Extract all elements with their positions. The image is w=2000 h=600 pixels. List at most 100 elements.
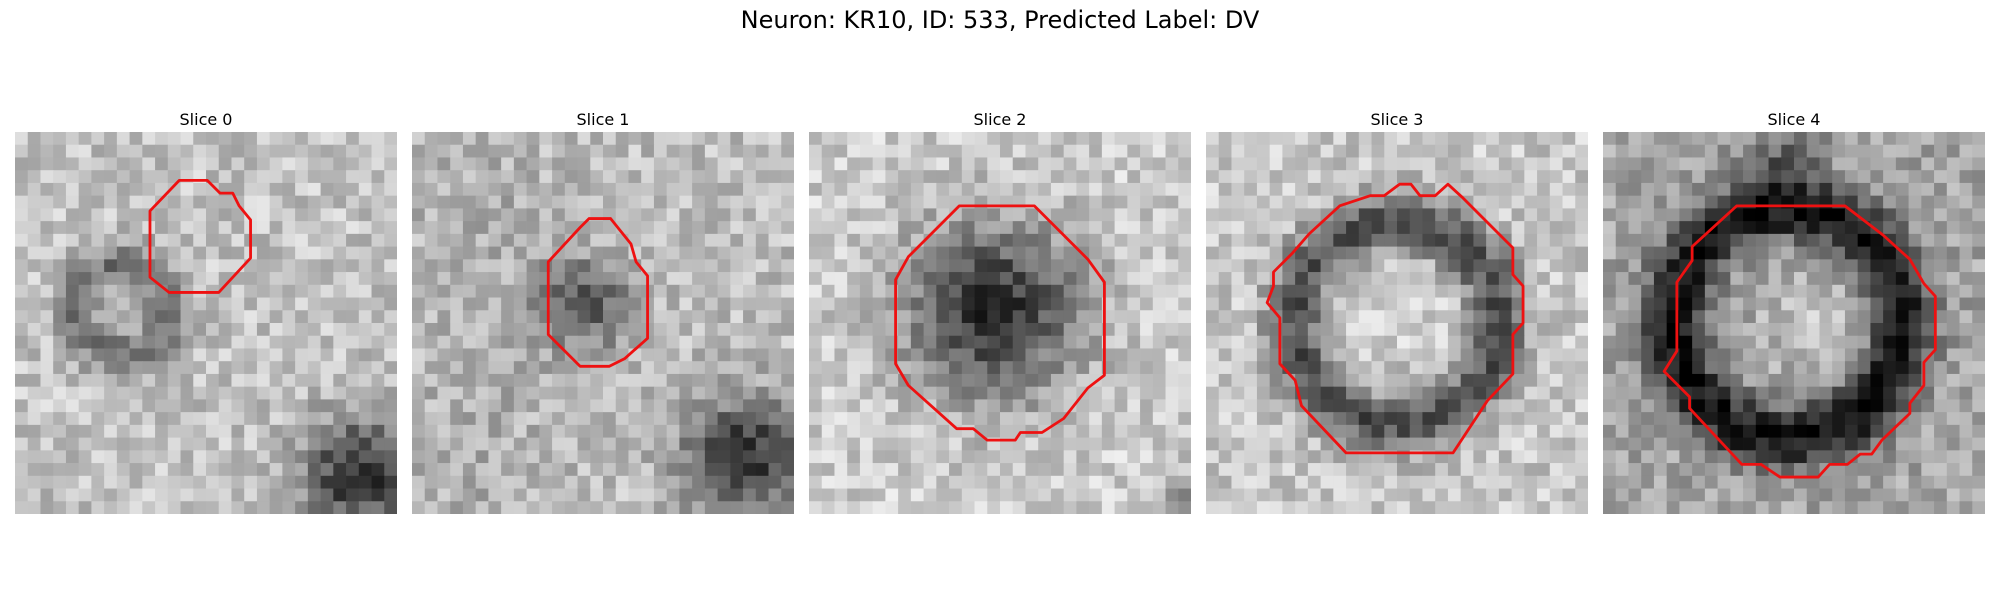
image-pixel — [1806, 501, 1820, 514]
image-pixel — [1679, 463, 1693, 477]
image-pixel — [244, 132, 258, 146]
image-pixel — [1883, 501, 1897, 514]
image-pixel — [116, 450, 130, 464]
image-pixel — [603, 195, 617, 209]
image-pixel — [1397, 233, 1411, 247]
image-pixel — [206, 246, 220, 260]
image-pixel — [1333, 348, 1347, 362]
image-pixel — [834, 182, 848, 197]
image-pixel — [218, 323, 232, 337]
image-pixel — [615, 386, 629, 400]
image-pixel — [717, 284, 731, 298]
image-pixel — [552, 144, 566, 158]
image-pixel — [679, 195, 693, 209]
image-pixel — [1883, 323, 1897, 337]
image-pixel — [1218, 323, 1232, 337]
image-pixel — [1012, 132, 1026, 146]
image-pixel — [1231, 501, 1245, 514]
image-pixel — [910, 259, 924, 273]
image-pixel — [320, 208, 334, 222]
image-pixel — [1244, 195, 1258, 209]
image-pixel — [603, 246, 617, 260]
image-pixel — [1358, 399, 1372, 413]
image-pixel — [1806, 437, 1820, 451]
image-pixel — [1653, 208, 1668, 222]
image-pixel — [1641, 361, 1655, 375]
image-pixel — [424, 246, 438, 260]
image-pixel — [1282, 463, 1296, 477]
image-pixel — [513, 373, 527, 388]
image-pixel — [1549, 284, 1563, 298]
image-pixel — [603, 399, 617, 413]
image-pixel — [1140, 386, 1154, 400]
image-pixel — [1946, 361, 1960, 375]
image-pixel — [1178, 373, 1191, 388]
image-pixel — [1320, 170, 1334, 184]
image-pixel — [821, 284, 835, 298]
image-pixel — [231, 501, 245, 514]
image-pixel — [1333, 157, 1347, 171]
image-pixel — [987, 297, 1001, 311]
image-pixel — [1101, 259, 1115, 273]
image-pixel — [1256, 132, 1271, 146]
image-pixel — [244, 284, 258, 298]
image-pixel — [692, 373, 706, 388]
image-pixel — [1908, 488, 1922, 502]
image-pixel — [27, 310, 41, 324]
image-pixel — [116, 335, 130, 349]
image-pixel — [78, 373, 92, 388]
image-pixel — [1256, 361, 1271, 375]
image-pixel — [129, 144, 143, 158]
image-pixel — [1704, 259, 1718, 273]
image-pixel — [987, 412, 1001, 426]
image-pixel — [641, 373, 655, 388]
image-pixel — [1089, 284, 1103, 298]
image-pixel — [180, 386, 194, 400]
image-pixel — [1025, 399, 1039, 413]
image-pixel — [295, 259, 309, 273]
image-pixel — [142, 386, 156, 400]
image-pixel — [641, 195, 655, 209]
image-pixel — [552, 182, 566, 197]
image-pixel — [1397, 297, 1411, 311]
image-pixel — [1050, 501, 1065, 514]
image-pixel — [949, 348, 963, 362]
image-pixel — [358, 373, 372, 388]
image-pixel — [104, 335, 118, 349]
image-pixel — [167, 132, 181, 146]
image-pixel — [641, 361, 655, 375]
image-pixel — [847, 386, 861, 400]
image-pixel — [1473, 272, 1487, 286]
image-pixel — [755, 297, 769, 311]
image-pixel — [269, 412, 283, 426]
image-pixel — [1282, 259, 1296, 273]
image-pixel — [590, 386, 604, 400]
image-pixel — [1000, 132, 1014, 146]
image-pixel — [513, 475, 527, 489]
image-pixel — [755, 437, 769, 451]
image-pixel — [1384, 157, 1398, 171]
image-pixel — [53, 488, 67, 502]
image-pixel — [859, 399, 874, 413]
image-pixel — [1972, 348, 1985, 362]
image-pixel — [1358, 246, 1372, 260]
image-pixel — [231, 132, 245, 146]
image-pixel — [666, 399, 680, 413]
image-pixel — [1346, 170, 1360, 184]
image-pixel — [1178, 221, 1191, 235]
image-pixel — [910, 475, 924, 489]
image-pixel — [1895, 132, 1909, 146]
image-pixel — [1615, 208, 1629, 222]
image-pixel — [872, 310, 886, 324]
image-pixel — [1615, 437, 1629, 451]
image-pixel — [167, 488, 181, 502]
image-pixel — [1063, 195, 1077, 209]
image-pixel — [1114, 170, 1128, 184]
image-pixel — [1562, 246, 1576, 260]
image-pixel — [1524, 310, 1538, 324]
image-pixel — [730, 221, 744, 235]
image-pixel — [1498, 437, 1512, 451]
image-pixel — [577, 157, 591, 171]
image-pixel — [53, 335, 67, 349]
image-pixel — [475, 182, 489, 197]
